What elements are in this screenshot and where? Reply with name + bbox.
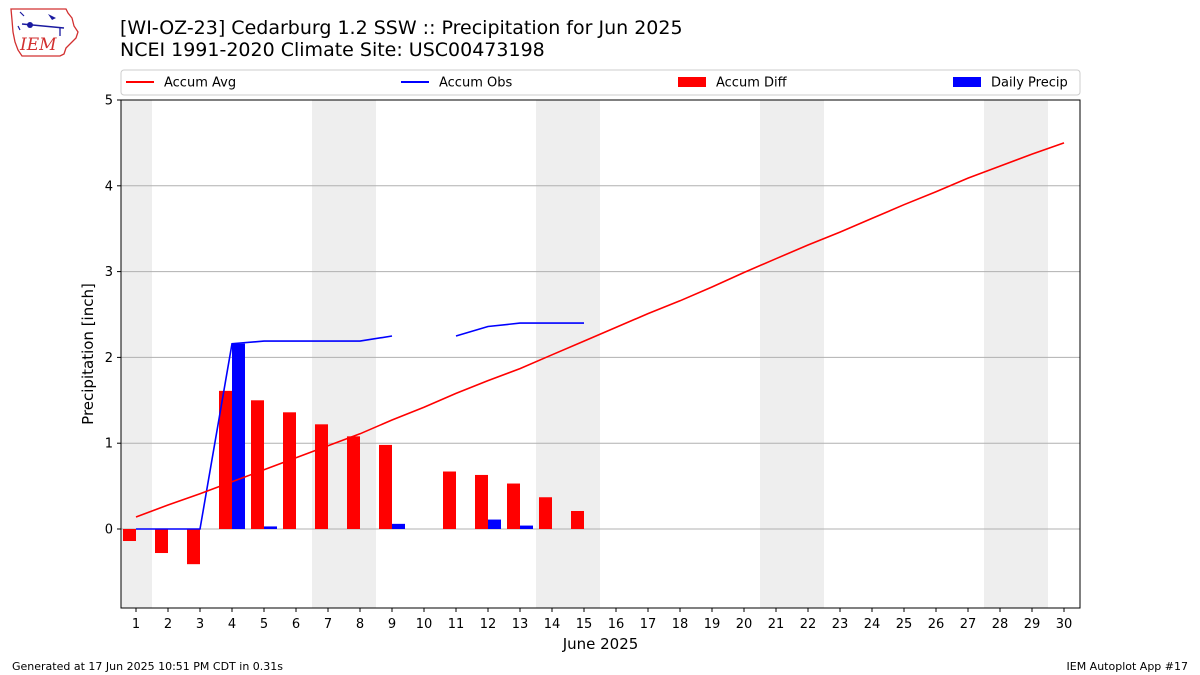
plot-frame (120, 99, 1081, 609)
x-tick-label: 15 (576, 617, 593, 632)
accum-diff-bar (507, 483, 520, 529)
accum-avg-line (135, 142, 1065, 518)
weekend-shading (121, 100, 152, 608)
x-tick-label: 4 (228, 617, 236, 632)
y-axis-label: Precipitation [inch] (79, 283, 97, 425)
x-tick-label: 30 (1056, 617, 1073, 632)
x-tick-label: 8 (356, 617, 364, 632)
x-tick-label: 22 (800, 617, 817, 632)
accum-diff-bar (123, 529, 136, 542)
accum-diff-bar (315, 424, 328, 529)
legend-label: Daily Precip (991, 76, 1068, 91)
x-tick-label: 5 (260, 617, 268, 632)
x-tick-label: 13 (512, 617, 529, 632)
y-tick-label: 1 (105, 437, 113, 452)
y-tick-label: 0 (105, 523, 113, 538)
daily-precip-bar (520, 525, 533, 529)
x-tick-label: 12 (480, 617, 497, 632)
x-tick-label: 28 (992, 617, 1009, 632)
daily-precip-bar (232, 343, 245, 529)
x-tick-label: 3 (196, 617, 204, 632)
accum-diff-bar (219, 390, 232, 529)
x-tick-label: 21 (768, 617, 785, 632)
x-tick-label: 16 (608, 617, 625, 632)
generated-timestamp: Generated at 17 Jun 2025 10:51 PM CDT in… (12, 660, 284, 673)
accum-diff-bar (379, 444, 392, 529)
daily-precip-bar (392, 523, 405, 529)
accum-obs-line (136, 335, 393, 530)
x-tick-label: 26 (928, 617, 945, 632)
y-tick-label: 5 (105, 94, 113, 109)
x-tick-label: 9 (388, 617, 396, 632)
x-tick-label: 2 (164, 617, 172, 632)
weekend-shading (760, 100, 824, 608)
accum-diff-bar (155, 529, 168, 554)
x-tick-label: 24 (864, 617, 881, 632)
legend-swatch-bar (953, 77, 981, 87)
legend-box (120, 69, 1081, 96)
chart-title: [WI-OZ-23] Cedarburg 1.2 SSW :: Precipit… (120, 17, 683, 39)
x-tick-label: 17 (640, 617, 657, 632)
accum-diff-bar (475, 474, 488, 529)
weekend-shading (312, 100, 376, 608)
x-tick-label: 27 (960, 617, 977, 632)
y-tick-label: 4 (105, 179, 113, 194)
x-tick-label: 6 (292, 617, 300, 632)
accum-diff-bar (571, 510, 584, 529)
chart-subtitle: NCEI 1991-2020 Climate Site: USC00473198 (120, 39, 545, 61)
legend-label: Accum Avg (164, 76, 236, 91)
accum-diff-bar (187, 529, 200, 565)
accum-diff-bar (347, 436, 360, 529)
accum-diff-bar (443, 471, 456, 529)
x-axis-label: June 2025 (562, 635, 639, 653)
accum-obs-line (455, 322, 584, 337)
x-tick-label: 19 (704, 617, 721, 632)
x-tick-label: 29 (1024, 617, 1041, 632)
iem-logo: IEM (10, 8, 79, 57)
x-tick-label: 1 (132, 617, 140, 632)
legend-label: Accum Diff (716, 76, 788, 91)
accum-diff-bar (283, 412, 296, 529)
accum-diff-bar (539, 497, 552, 529)
x-tick-label: 18 (672, 617, 689, 632)
accum-diff-bar (251, 400, 264, 529)
x-tick-label: 23 (832, 617, 849, 632)
x-tick-label: 7 (324, 617, 332, 632)
x-tick-label: 11 (448, 617, 465, 632)
legend: Accum Avg Accum Obs Accum Diff Daily Precip (120, 69, 1081, 96)
weekend-shading (984, 100, 1048, 608)
x-tick-label: 10 (416, 617, 433, 632)
x-tick-label: 20 (736, 617, 753, 632)
daily-precip-bar (264, 526, 277, 529)
y-tick-label: 2 (105, 351, 113, 366)
daily-precip-bar (488, 519, 501, 529)
app-credit: IEM Autoplot App #17 (1066, 660, 1189, 673)
weekend-shading (536, 100, 600, 608)
svg-text:IEM: IEM (19, 35, 57, 55)
legend-swatch-bar (678, 77, 706, 87)
y-tick-label: 3 (105, 265, 113, 280)
x-tick-label: 25 (896, 617, 913, 632)
x-tick-label: 14 (544, 617, 561, 632)
legend-label: Accum Obs (439, 76, 512, 91)
